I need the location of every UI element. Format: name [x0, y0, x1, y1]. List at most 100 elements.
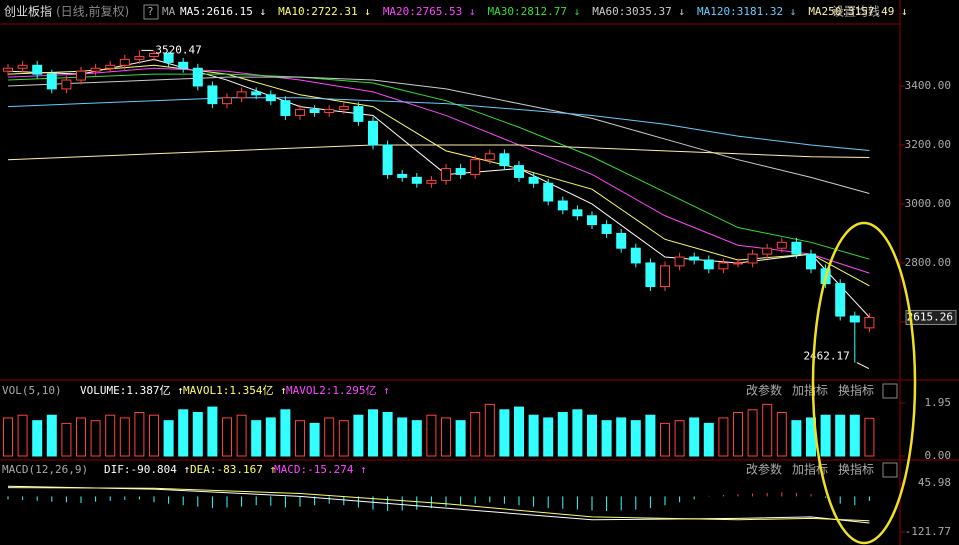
- legend-entry: MA250:3157.49 ↓: [808, 5, 907, 18]
- candle-body: [61, 79, 72, 90]
- dif: DIF:-90.804 ↑: [104, 463, 190, 476]
- ma-label: MA: [162, 5, 176, 18]
- candle-body: [674, 256, 685, 267]
- candle-body: [397, 173, 408, 178]
- help-box[interactable]: [143, 4, 159, 20]
- candle-body: [134, 55, 145, 60]
- ma-line: [7, 67, 870, 274]
- macd-title: MACD(12,26,9): [2, 463, 88, 476]
- candle-body: [382, 144, 393, 175]
- volume-bar: [776, 412, 787, 457]
- candle-body: [572, 209, 583, 217]
- annotation: 2462.17: [803, 350, 849, 363]
- candle-body: [149, 53, 159, 57]
- candle-body: [499, 153, 510, 167]
- candle-body: [338, 106, 349, 111]
- ma-line: [7, 487, 870, 522]
- ma-line: [7, 485, 870, 524]
- y-tick-label: 0.00: [925, 449, 952, 462]
- volume-bar: [718, 417, 729, 457]
- button[interactable]: 换指标: [838, 462, 874, 477]
- candle-body: [660, 265, 670, 288]
- candle-body: [76, 70, 86, 81]
- candle-body: [703, 259, 714, 270]
- button[interactable]: 换指标: [838, 383, 874, 398]
- annotation-arrow: [856, 362, 870, 370]
- candle-body: [543, 182, 554, 202]
- close-box[interactable]: [882, 462, 898, 478]
- volume-bar: [90, 420, 101, 457]
- highlight-ellipse: [811, 221, 917, 545]
- y-tick-label: 3200.00: [905, 138, 951, 151]
- volume-bar: [426, 414, 437, 457]
- candle-body: [411, 176, 422, 184]
- candle-body: [601, 224, 612, 234]
- candle-body: [747, 253, 758, 264]
- volume-bar: [820, 414, 831, 457]
- volume-bar: [353, 414, 364, 457]
- volume-bar: [630, 420, 641, 457]
- ma-line: [7, 73, 870, 260]
- volume-bar: [587, 414, 597, 457]
- volume-bar: [499, 409, 510, 457]
- candle-body: [455, 168, 466, 175]
- candle-body: [776, 241, 787, 249]
- volume-bar: [660, 422, 670, 457]
- candle-body: [353, 106, 364, 122]
- volume-bar: [411, 420, 422, 457]
- candle-body: [806, 253, 816, 270]
- volume-bar: [674, 420, 685, 457]
- volume-bar: [689, 417, 700, 457]
- help[interactable]: ?: [147, 5, 154, 18]
- candle-body: [426, 179, 437, 184]
- volume-bar: [601, 420, 612, 457]
- candle-body: [251, 91, 262, 96]
- candle-body: [265, 94, 276, 102]
- candle-body: [119, 58, 130, 66]
- mode: (日线,前复权): [56, 4, 129, 19]
- legend-entry: MA5:2616.15 ↓: [180, 5, 266, 18]
- candle-body: [90, 67, 101, 72]
- volume-bar: [192, 412, 203, 457]
- candle-body: [105, 64, 116, 69]
- legend-entry: MA10:2722.31 ↓: [278, 5, 371, 18]
- volume-bar: [134, 412, 145, 457]
- candle-body: [368, 120, 378, 146]
- volume-bar: [791, 420, 802, 457]
- ma-line: [7, 144, 870, 161]
- legend-entry: MA30:2812.77 ↓: [488, 5, 581, 18]
- volume-bar: [543, 417, 554, 457]
- volume-bar: [338, 420, 349, 457]
- volume-bar: [470, 412, 481, 457]
- volume-bar: [864, 417, 875, 457]
- legend-entry: MA120:3181.32 ↓: [697, 5, 796, 18]
- candle-body: [689, 256, 700, 261]
- volume-bar: [557, 412, 568, 457]
- volume-bar: [178, 409, 189, 457]
- volume-bar: [236, 414, 247, 457]
- volume-bar: [747, 409, 758, 457]
- volume-bar: [207, 406, 218, 457]
- volume-bar: [46, 414, 57, 457]
- candle-body: [484, 153, 495, 161]
- volume-bar: [616, 417, 627, 457]
- volume-bar: [703, 422, 714, 457]
- macd: MACD:-15.274 ↑: [274, 463, 367, 476]
- button[interactable]: 改参数: [746, 462, 782, 477]
- button[interactable]: 改参数: [746, 383, 782, 398]
- close-box[interactable]: [882, 383, 898, 399]
- candle-body: [791, 241, 802, 255]
- button[interactable]: 加指标: [792, 383, 828, 398]
- candle-body: [616, 232, 627, 249]
- candle-body: [733, 262, 743, 265]
- price-tag: [905, 309, 957, 325]
- candle-body: [236, 91, 247, 99]
- volume-bar: [61, 422, 72, 457]
- candle-body: [557, 200, 568, 211]
- volume-bar: [119, 417, 130, 457]
- title: 创业板指: [4, 4, 52, 19]
- volume-bar: [280, 409, 291, 457]
- setting[interactable]: 设置均线: [832, 5, 880, 19]
- volume-bar: [441, 417, 451, 457]
